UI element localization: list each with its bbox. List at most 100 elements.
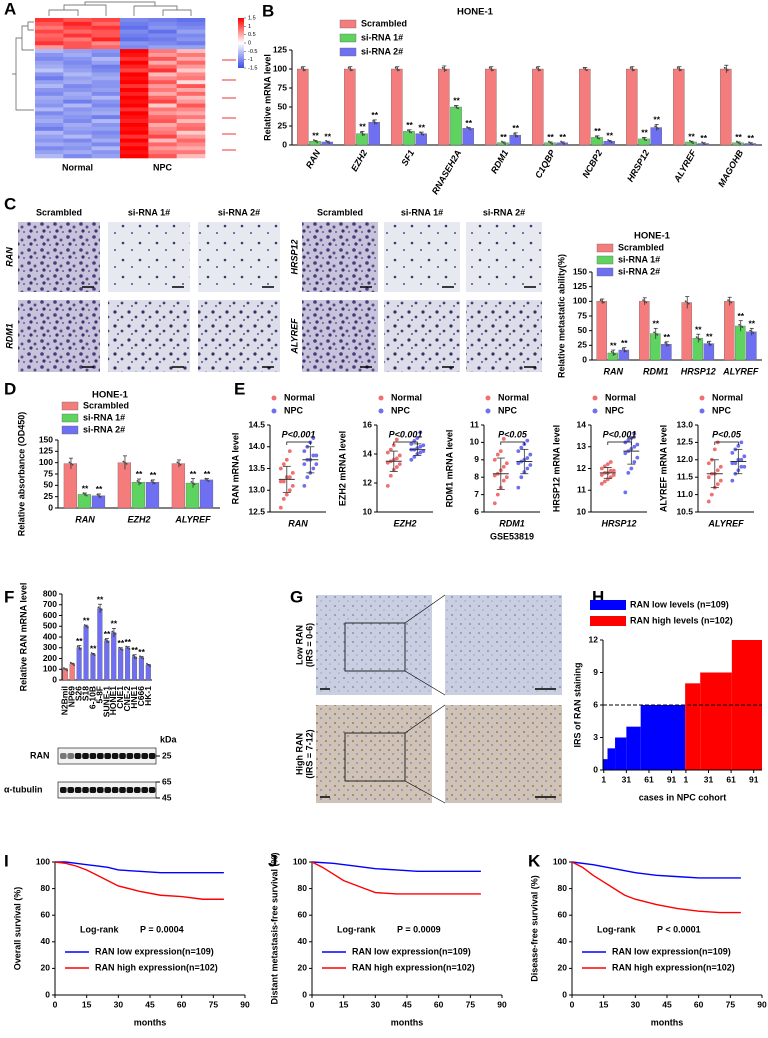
bar	[661, 344, 672, 361]
replicate-dot	[419, 131, 422, 134]
heatmap-cell	[35, 37, 64, 42]
replicate-dot	[361, 132, 364, 135]
replicate-dot	[667, 344, 670, 347]
replicate-dot	[695, 336, 698, 338]
x-tick-label: HRSP12	[681, 366, 716, 376]
replicate-dot	[702, 142, 705, 145]
blot-band	[148, 787, 156, 793]
legend-marker	[592, 408, 598, 414]
data-point	[501, 464, 506, 469]
replicate-dot	[701, 141, 704, 144]
y-tick-label: 40	[558, 936, 568, 946]
legend-swatch	[61, 413, 79, 423]
x-tick-label: 90	[757, 999, 767, 1009]
row-label: Low RAN	[294, 625, 304, 665]
replicate-dot	[657, 127, 660, 130]
heatmap-cell	[91, 126, 121, 132]
y-tick-label: 100	[573, 296, 587, 306]
replicate-dot	[372, 120, 375, 122]
micrograph	[108, 300, 190, 372]
heatmap-cell	[176, 123, 206, 128]
replicate-dot	[654, 125, 657, 128]
heatmap-cell	[176, 88, 206, 93]
colorbar-label: -0.5	[248, 49, 257, 55]
heatmap-cell	[35, 21, 64, 27]
y-tick-label: 10	[577, 506, 587, 516]
ihc-zoom	[445, 595, 562, 695]
panel-letter: C	[4, 194, 16, 213]
heatmap-cell	[91, 142, 121, 147]
replicate-dot	[608, 140, 611, 143]
data-point	[394, 465, 399, 469]
ihc-image	[316, 705, 432, 803]
replicate-dot	[748, 141, 751, 144]
replicate-dot	[139, 655, 141, 658]
data-point	[290, 484, 295, 488]
replicate-dot	[736, 140, 738, 143]
bar	[368, 122, 381, 146]
legend-marker	[485, 395, 491, 401]
heatmap-cell	[35, 119, 64, 124]
bar	[607, 748, 616, 770]
heatmap-cell	[176, 56, 206, 62]
heatmap-cell	[63, 60, 92, 65]
replicate-dot	[643, 300, 646, 303]
y-tick-label: 20	[298, 963, 308, 973]
bar	[591, 137, 603, 146]
heatmap-cell	[148, 150, 177, 155]
heatmap-cell	[176, 41, 206, 46]
legend-label: Scrambled	[361, 18, 407, 28]
blot-band	[82, 753, 89, 759]
replicate-dot	[397, 69, 400, 72]
dataset-label: GSE53819	[490, 531, 534, 541]
heatmap-cell	[176, 119, 206, 124]
legend-label: si-RNA 1#	[83, 412, 125, 422]
heatmap-cell	[35, 134, 64, 139]
replicate-dot	[563, 143, 566, 145]
x-tick-label: RNASEH2A	[430, 148, 463, 196]
y-tick-label: 12.5	[248, 506, 265, 516]
heatmap-cell	[176, 21, 206, 27]
heatmap-cell	[120, 25, 149, 30]
legend-label: NPC	[284, 405, 304, 415]
replicate-dot	[99, 496, 102, 498]
data-point	[516, 461, 521, 466]
blot-marker: 25	[162, 750, 172, 760]
legend-label: RAN low expression(n=109)	[352, 946, 471, 956]
heatmap-cell	[120, 49, 149, 54]
x-axis-label: months	[134, 1017, 167, 1027]
heatmap-cell	[148, 68, 177, 73]
data-point	[516, 449, 521, 453]
replicate-dot	[607, 139, 610, 141]
blot-band	[141, 753, 148, 759]
heatmap-cell	[148, 119, 177, 124]
replicate-dot	[149, 665, 152, 668]
y-tick-label: 14	[577, 419, 587, 429]
significance: **	[90, 644, 97, 654]
significance: **	[748, 319, 755, 329]
data-point	[287, 488, 292, 493]
data-point	[519, 445, 524, 450]
heatmap-cell	[35, 72, 64, 77]
data-point	[626, 470, 631, 475]
heatmap-cell	[35, 126, 64, 132]
heatmap-cell	[176, 99, 206, 104]
data-point	[278, 479, 283, 484]
micrograph	[18, 300, 100, 372]
legend-label: RAN high expression(n=102)	[352, 962, 475, 972]
replicate-dot	[193, 483, 196, 486]
bar	[626, 726, 641, 770]
heatmap-cell	[91, 72, 121, 77]
panel-letter: B	[262, 1, 274, 20]
replicate-dot	[375, 122, 378, 125]
bar	[415, 133, 428, 146]
heatmap-cell	[176, 95, 206, 100]
y-tick-label: 0	[562, 989, 567, 999]
significance: **	[641, 128, 648, 138]
replicate-dot	[326, 141, 329, 143]
y-axis-label: Overall survival (%)	[12, 887, 22, 971]
replicate-dot	[350, 69, 353, 72]
significance: **	[96, 484, 103, 494]
replicate-dot	[146, 662, 148, 665]
replicate-dot	[147, 664, 150, 666]
